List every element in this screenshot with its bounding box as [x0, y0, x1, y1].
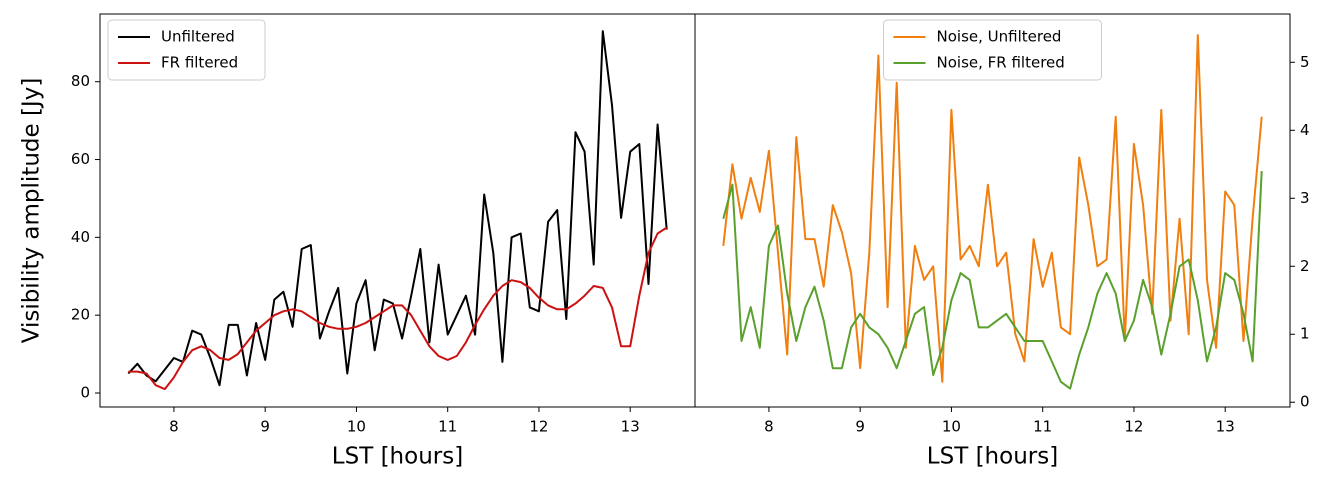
x-axis-label: LST [hours] — [332, 444, 463, 470]
y-tick-label: 4 — [1300, 121, 1310, 139]
x-tick-label: 11 — [438, 418, 457, 436]
y-tick-label: 40 — [71, 228, 90, 246]
y-tick-label: 3 — [1300, 189, 1310, 207]
y-axis-label: Visibility amplitude [Jy] — [19, 78, 45, 344]
x-tick-label: 13 — [621, 418, 640, 436]
y-tick-label: 2 — [1300, 257, 1310, 275]
y-tick-label: 20 — [71, 306, 90, 324]
x-tick-label: 12 — [1124, 418, 1143, 436]
series-line — [722, 171, 1263, 390]
y-tick-label: 0 — [80, 383, 90, 401]
x-tick-label: 11 — [1033, 418, 1052, 436]
x-tick-label: 12 — [529, 418, 548, 436]
plot-frame — [694, 13, 1291, 408]
series-line — [127, 30, 668, 387]
series-line — [128, 226, 668, 391]
x-tick-label: 10 — [942, 418, 961, 436]
legend-label: Noise, FR filtered — [937, 54, 1065, 72]
y-tick-label: 1 — [1300, 325, 1310, 343]
legend-label: Noise, Unfiltered — [937, 28, 1062, 46]
y-tick-label: 60 — [71, 150, 90, 168]
legend-label: FR filtered — [161, 54, 238, 72]
x-tick-label: 8 — [764, 418, 774, 436]
x-tick-label: 10 — [347, 418, 366, 436]
y-tick-label: 5 — [1300, 53, 1310, 71]
x-tick-label: 8 — [169, 418, 179, 436]
x-tick-label: 9 — [855, 418, 865, 436]
series-line — [722, 34, 1263, 383]
x-tick-label: 13 — [1216, 418, 1235, 436]
x-axis-label: LST [hours] — [927, 444, 1058, 470]
x-tick-label: 9 — [260, 418, 270, 436]
y-tick-label: 0 — [1300, 393, 1310, 411]
y-tick-label: 80 — [71, 72, 90, 90]
legend-box — [883, 19, 1102, 81]
legend-label: Unfiltered — [161, 28, 235, 46]
legend-box — [107, 19, 266, 81]
